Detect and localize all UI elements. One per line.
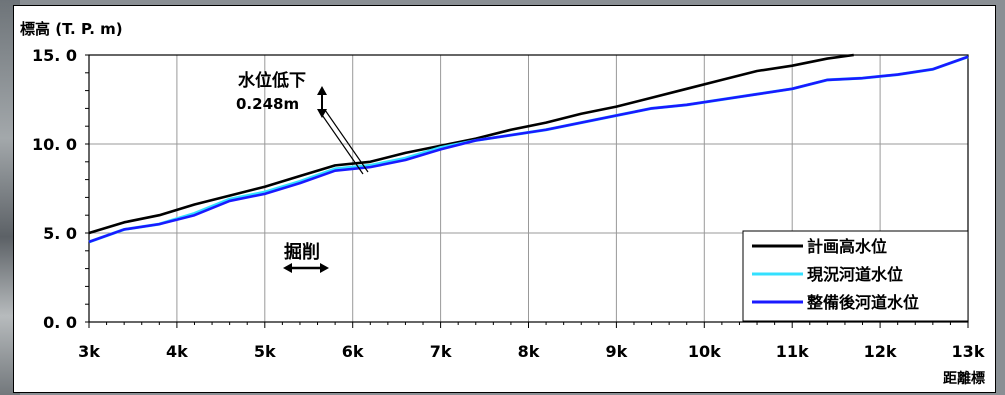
x-tick-label: 12k	[864, 342, 897, 361]
y-tick-label: 15. 0	[32, 46, 77, 65]
annotations: 水位低下 0.248m 掘削	[236, 70, 369, 273]
leader-line	[324, 109, 369, 173]
x-axis-ticks: 3k 4k 5k 6k 7k 8k 9k 10k 11k 12k 13k	[78, 342, 985, 361]
y-axis-ticks: 0. 0 5. 0 10. 0 15. 0	[32, 46, 77, 332]
y-tick-label: 10. 0	[32, 135, 77, 154]
x-tick-label: 10k	[688, 342, 721, 361]
x-tick-label: 9k	[606, 342, 628, 361]
series-line	[88, 55, 969, 244]
legend-label: 計画高水位	[807, 237, 887, 256]
x-tick-label: 6k	[342, 342, 364, 361]
legend-label: 整備後河道水位	[806, 293, 919, 312]
y-axis-label: 標高 (T. P. m)	[20, 20, 123, 38]
x-tick-label: 11k	[776, 342, 809, 361]
x-tick-label: 13k	[952, 342, 985, 361]
arrow-head-right	[320, 263, 329, 273]
annotation-water-drop: 水位低下	[238, 70, 306, 91]
arrow-head-down	[317, 109, 327, 118]
annotation-excavation: 掘削	[284, 241, 320, 263]
arrow-head-left	[283, 263, 292, 273]
arrow-head-up	[317, 86, 327, 95]
plot-frame	[85, 54, 969, 328]
annotation-value: 0.248m	[236, 95, 299, 113]
y-tick-label: 0. 0	[43, 313, 77, 332]
series-lines	[88, 53, 969, 244]
x-tick-label: 3k	[78, 342, 100, 361]
x-tick-label: 4k	[166, 342, 188, 361]
x-tick-label: 5k	[254, 342, 276, 361]
y-tick-label: 5. 0	[43, 224, 77, 243]
x-axis-label: 距離標	[943, 370, 985, 387]
series-line	[88, 53, 854, 235]
legend-label: 現況河道水位	[807, 265, 903, 284]
x-tick-label: 8k	[518, 342, 540, 361]
leader-line	[319, 111, 364, 175]
x-tick-label: 7k	[430, 342, 452, 361]
